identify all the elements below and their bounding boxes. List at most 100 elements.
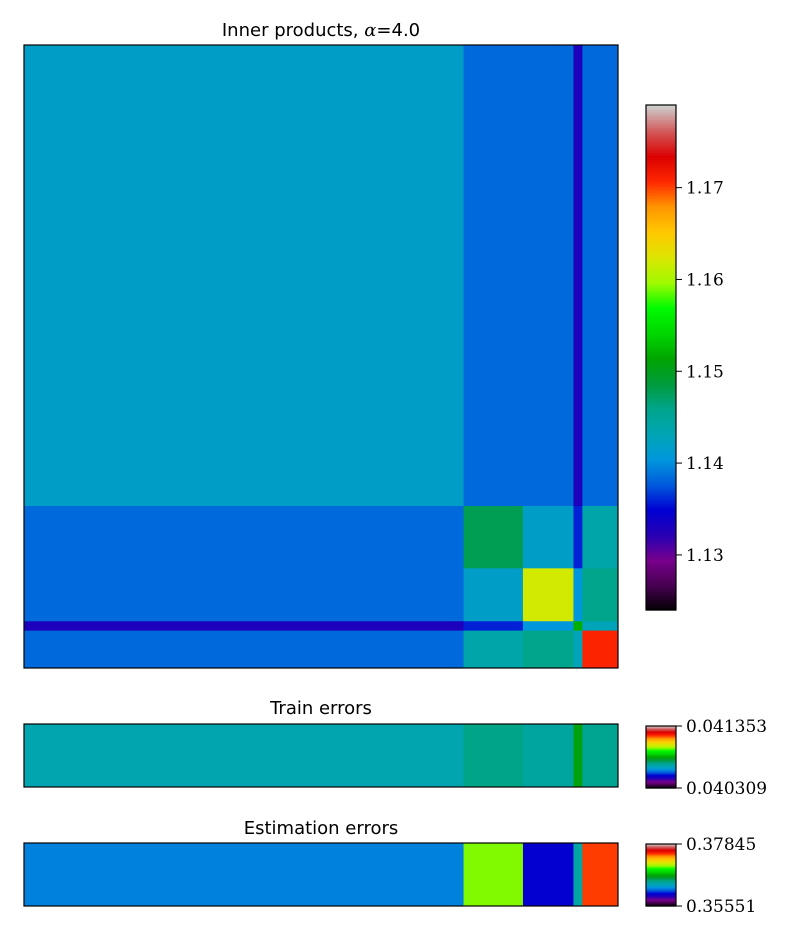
colorbar-segment bbox=[646, 375, 676, 379]
colorbar-segment bbox=[646, 115, 676, 119]
strip-cell bbox=[24, 843, 465, 906]
train-colorbar-max-label: 0.041353 bbox=[686, 717, 767, 737]
colorbar-segment bbox=[646, 567, 676, 571]
heatmap-cell bbox=[582, 621, 619, 632]
colorbar-segment bbox=[646, 299, 676, 303]
colorbar-segment bbox=[646, 501, 676, 505]
colorbar-segment bbox=[646, 390, 676, 394]
colorbar-segment bbox=[646, 312, 676, 316]
est-colorbar-max-label: 0.37845 bbox=[686, 835, 756, 855]
colorbar-segment bbox=[646, 468, 676, 472]
colorbar-segment bbox=[646, 541, 676, 545]
colorbar-segment bbox=[646, 370, 676, 374]
colorbar-segment bbox=[646, 231, 676, 235]
colorbar-tick-label: 1.17 bbox=[686, 179, 724, 199]
colorbar-segment bbox=[646, 455, 676, 460]
colorbar-segment bbox=[646, 365, 676, 369]
colorbar-segment bbox=[646, 291, 676, 295]
colorbar-segment bbox=[646, 284, 676, 288]
colorbar-segment bbox=[646, 367, 676, 371]
colorbar-segment bbox=[646, 385, 676, 389]
colorbar-segment bbox=[646, 514, 676, 518]
colorbar-segment bbox=[646, 433, 676, 437]
train-errors-heatmap bbox=[24, 724, 619, 787]
heatmap-cell bbox=[522, 630, 574, 669]
strip-cell bbox=[24, 724, 465, 787]
colorbar-segment bbox=[646, 402, 676, 407]
colorbar-segment bbox=[646, 534, 676, 538]
colorbar-segment bbox=[646, 511, 676, 515]
colorbar-segment bbox=[646, 354, 676, 359]
colorbar-tick-label: 1.13 bbox=[686, 546, 724, 566]
colorbar-segment bbox=[646, 463, 676, 467]
colorbar-segment bbox=[646, 529, 676, 533]
colorbar-segment bbox=[646, 524, 676, 528]
colorbar-segment bbox=[646, 372, 676, 376]
colorbar-segment bbox=[646, 443, 676, 447]
colorbar-segment bbox=[646, 170, 676, 174]
colorbar-segment bbox=[646, 339, 676, 343]
colorbar-segment bbox=[646, 397, 676, 402]
heatmap-cell bbox=[522, 621, 574, 632]
colorbar-segment bbox=[646, 180, 676, 184]
colorbar-segment bbox=[646, 195, 676, 200]
colorbar-segment bbox=[646, 322, 676, 326]
train-errors-colorbar bbox=[646, 726, 676, 789]
colorbar-segment bbox=[646, 478, 676, 482]
heatmap-cell bbox=[582, 45, 619, 507]
heatmap-cell bbox=[24, 630, 465, 669]
colorbar-segment bbox=[646, 496, 676, 500]
colorbar-segment bbox=[646, 483, 676, 487]
colorbar-segment bbox=[646, 481, 676, 485]
colorbar-segment bbox=[646, 241, 676, 245]
colorbar-segment bbox=[646, 147, 676, 152]
colorbar-segment bbox=[646, 314, 676, 318]
colorbar-segment bbox=[646, 342, 676, 346]
colorbar-segment bbox=[646, 208, 676, 212]
colorbar-segment bbox=[646, 175, 676, 179]
colorbar-segment bbox=[646, 216, 676, 220]
heatmap-cell bbox=[522, 45, 574, 507]
train-errors-title: Train errors bbox=[269, 698, 372, 719]
colorbar-segment bbox=[646, 309, 676, 313]
colorbar-segment bbox=[646, 289, 676, 293]
colorbar-segment bbox=[646, 488, 676, 492]
heatmap-cell bbox=[522, 506, 574, 569]
colorbar-segment bbox=[646, 362, 676, 366]
colorbar-segment bbox=[646, 329, 676, 333]
heatmap-cell bbox=[463, 621, 524, 632]
colorbar-segment bbox=[646, 173, 676, 177]
colorbar-segment bbox=[646, 256, 676, 260]
est-colorbar-min-label: 0.35551 bbox=[686, 897, 756, 917]
colorbar-segment bbox=[646, 564, 676, 568]
colorbar-segment bbox=[646, 607, 676, 611]
colorbar-segment bbox=[646, 253, 676, 258]
colorbar-segment bbox=[646, 536, 676, 540]
colorbar-segment bbox=[646, 150, 676, 154]
colorbar-segment bbox=[646, 380, 676, 384]
colorbar-segment bbox=[646, 238, 676, 242]
heatmap-cell bbox=[573, 621, 583, 632]
colorbar-segment bbox=[646, 531, 676, 535]
estimation-errors-colorbar bbox=[646, 844, 676, 907]
heatmap-cell bbox=[573, 568, 583, 622]
colorbar-segment bbox=[646, 324, 676, 328]
colorbar-segment bbox=[646, 526, 676, 530]
colorbar-segment bbox=[646, 438, 676, 442]
inner-products-colorbar-ticks: 1.13 1.14 1.15 1.16 1.17 bbox=[676, 179, 724, 566]
colorbar-segment bbox=[646, 486, 676, 490]
colorbar-segment bbox=[646, 546, 676, 550]
colorbar-segment bbox=[646, 344, 676, 348]
colorbar-segment bbox=[646, 200, 676, 205]
heatmap-cell bbox=[24, 621, 465, 632]
colorbar-segment bbox=[646, 519, 676, 523]
colorbar-segment bbox=[646, 418, 676, 422]
colorbar-segment bbox=[646, 130, 676, 134]
strip-cell bbox=[522, 724, 574, 787]
colorbar-segment bbox=[646, 415, 676, 419]
colorbar-segment bbox=[646, 604, 676, 609]
colorbar-segment bbox=[646, 395, 676, 399]
colorbar-segment bbox=[646, 132, 676, 136]
colorbar-segment bbox=[646, 551, 676, 556]
train-errors-frame bbox=[23, 723, 619, 788]
